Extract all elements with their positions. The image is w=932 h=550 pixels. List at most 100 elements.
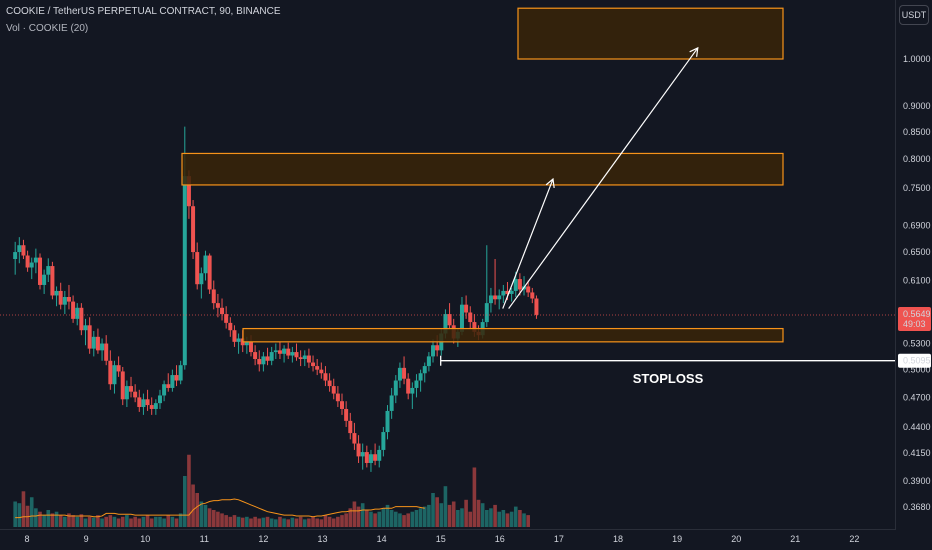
volume-bar (418, 508, 423, 527)
volume-bar (261, 517, 266, 527)
volume-bar (216, 511, 220, 527)
candle-body (133, 391, 138, 398)
volume-bar (278, 516, 282, 527)
candle-body (257, 359, 262, 365)
candle-body (244, 341, 249, 346)
candle-body (352, 433, 357, 444)
volume-bar (220, 513, 224, 527)
candle-body (108, 360, 113, 385)
candle-body (141, 399, 146, 408)
arrows (502, 46, 699, 309)
volume-bar (265, 516, 270, 527)
time-tick-label: 16 (495, 534, 505, 544)
candle-body (497, 295, 502, 300)
volume-bar (456, 510, 460, 527)
stoploss-text: STOPLOSS (633, 371, 704, 386)
time-tick-label: 22 (849, 534, 859, 544)
countdown-label: 49:03 (903, 319, 926, 329)
candle-body (104, 343, 109, 361)
volume-bar (518, 510, 522, 527)
current-price-label: 0.5649 (903, 309, 931, 319)
volume-bar (137, 518, 142, 527)
volume-bar (298, 516, 303, 527)
volume-bar (42, 515, 46, 527)
candle-body (447, 314, 452, 326)
volume-bar (158, 516, 162, 527)
candle-body (166, 384, 171, 388)
candle-body (484, 303, 489, 323)
volume-bar (17, 503, 22, 527)
volume-bar (435, 497, 439, 527)
candle-body (381, 432, 386, 450)
volume-bar (480, 503, 485, 527)
volume-bar (352, 501, 357, 527)
volume-bar (439, 503, 444, 527)
candle-body (228, 322, 233, 331)
price-tick-label: 0.5000 (903, 365, 931, 375)
candle-body (468, 312, 473, 323)
volume-bar (356, 506, 361, 527)
price-tick-label: 0.6100 (903, 276, 931, 286)
candle-body (414, 380, 419, 388)
volume-bar (58, 515, 63, 527)
time-tick-label: 14 (377, 534, 387, 544)
volume-bar (282, 518, 286, 527)
volume-bar (67, 513, 71, 527)
volume-bar (54, 511, 59, 527)
volume-bar (129, 518, 133, 527)
candle-body (389, 395, 394, 411)
volume-bar (100, 518, 104, 527)
volume-bar (294, 518, 299, 527)
candle-body (261, 356, 266, 365)
candle-body (248, 341, 253, 353)
candle-body (306, 355, 311, 363)
volume-bar (340, 515, 344, 527)
price-tick-label: 0.5300 (903, 339, 931, 349)
volume-bar (195, 493, 200, 527)
volume-bar (443, 486, 448, 527)
volume-bar (178, 513, 183, 527)
volume-bar (245, 516, 249, 527)
candle-body (344, 408, 349, 421)
volume-bar (166, 515, 171, 527)
candle-body (526, 286, 531, 293)
candle-body (517, 279, 522, 290)
candle-body (186, 176, 191, 207)
volume-bar (38, 511, 42, 527)
volume-bar (174, 518, 179, 527)
volume-bar (116, 518, 121, 527)
candle-body (513, 279, 518, 291)
candle-body (435, 345, 440, 351)
volume-bar (484, 510, 489, 527)
volume-bar (327, 516, 332, 527)
stoploss-price-badge (898, 353, 931, 368)
volume-bar (348, 508, 353, 527)
volume-bar (526, 515, 530, 527)
candle-body (79, 307, 84, 331)
arrow-line (508, 47, 699, 309)
price-tick-label: 0.4700 (903, 392, 931, 402)
currency-button[interactable]: USDT (899, 5, 929, 25)
candle-body (112, 365, 117, 385)
price-tick-label: 0.6900 (903, 220, 931, 230)
volume-bar (336, 516, 340, 527)
volume-bar (311, 516, 315, 527)
candle-body (443, 314, 448, 334)
time-tick-label: 20 (731, 534, 741, 544)
lines (0, 314, 895, 366)
candle-body (25, 255, 30, 268)
volume-bar (224, 515, 228, 527)
volume-bar (87, 516, 92, 527)
candle-body (83, 325, 88, 331)
time-tick-label: 12 (258, 534, 268, 544)
volume-bar (199, 501, 204, 527)
volume-bar (464, 499, 468, 527)
candle-body (220, 307, 225, 315)
volume-bar (274, 519, 278, 527)
candle-body (311, 362, 316, 367)
candle-body (17, 245, 22, 253)
time-tick-label: 17 (554, 534, 564, 544)
candle-body (203, 255, 208, 274)
